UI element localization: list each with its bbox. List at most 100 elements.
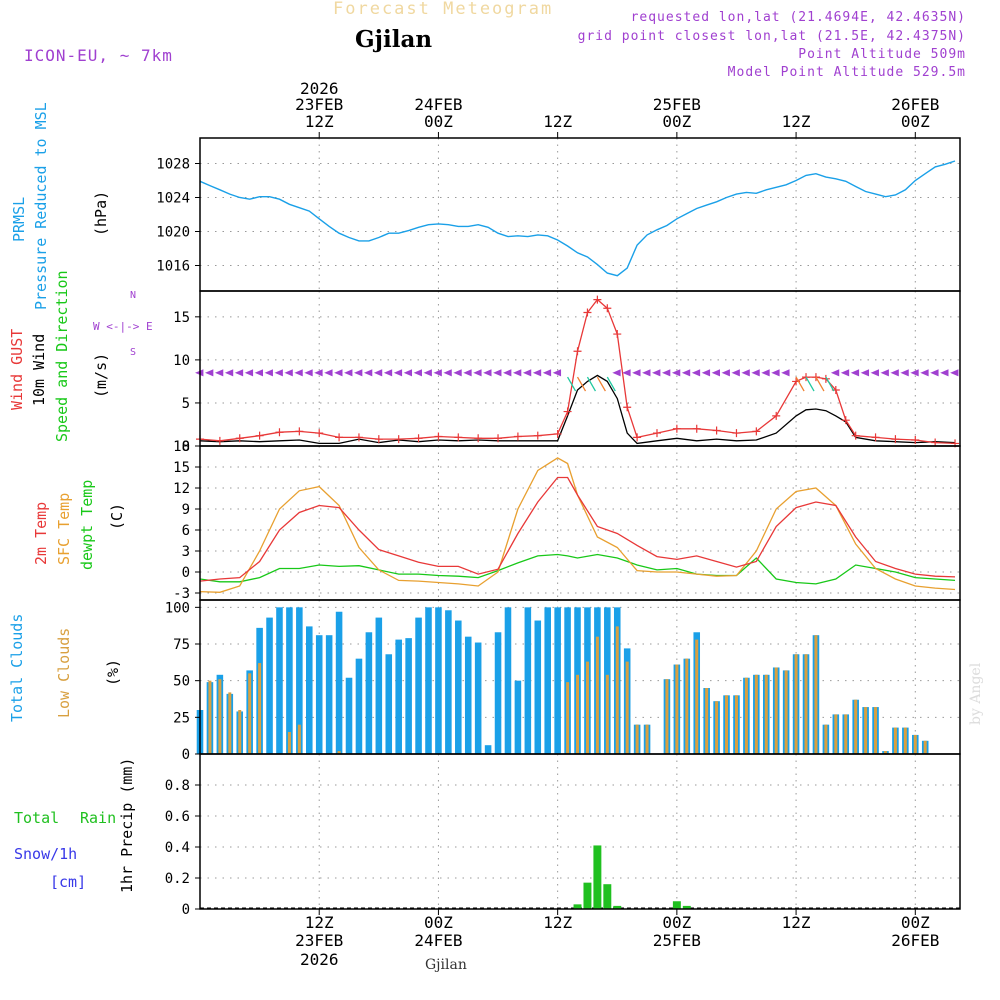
total-cloud-bar: [365, 632, 373, 754]
wind-direction-arrow: [334, 369, 343, 377]
low-cloud-bar: [566, 682, 570, 754]
gust-point: [573, 347, 582, 356]
gust-point: [712, 426, 721, 435]
gust-point: [374, 435, 383, 444]
gust-point: [802, 373, 811, 382]
wind-direction-arrow: [224, 369, 234, 377]
wind-direction-arrow: [433, 369, 442, 377]
y-tick-label: 0: [182, 439, 190, 455]
x-top-date: 23FEB: [295, 95, 343, 114]
total-cloud-bar: [484, 745, 492, 754]
gust-point: [821, 374, 830, 383]
y-tick-label: 3: [182, 544, 190, 560]
rain-bar: [573, 904, 582, 909]
total-cloud-bar: [554, 607, 561, 754]
low-cloud-bar: [725, 695, 729, 754]
total-cloud-bar: [504, 607, 512, 754]
low-cloud-bar: [814, 635, 818, 754]
wind-direction-arrow: [542, 369, 552, 377]
wind-direction-arrow: [493, 369, 502, 377]
wind-direction-arrow: [294, 369, 303, 377]
x-top-date: 26FEB: [891, 95, 939, 114]
wind-direction-arrow: [642, 369, 651, 377]
dewpt-series-line: [199, 553, 956, 585]
low-cloud-bar: [595, 636, 599, 754]
y-tick-label: 0: [182, 747, 190, 763]
low-cloud-bar: [874, 707, 878, 754]
wind-direction-arrow: [761, 369, 770, 377]
wind-direction-arrow: [234, 369, 244, 377]
gust-point: [414, 434, 423, 443]
gust-point: [931, 438, 940, 447]
low-cloud-bar: [248, 673, 252, 754]
rain-bar: [672, 901, 681, 909]
y-tick-label: 12: [173, 481, 190, 497]
prmsl-series-line: [199, 160, 956, 277]
wind-direction-arrow: [721, 369, 730, 377]
x-bottom-year: 2026: [300, 950, 339, 969]
low-cloud-bar: [864, 707, 868, 754]
wind-direction-arrow: [373, 369, 383, 377]
gust-point: [613, 330, 622, 339]
wind-direction-arrow: [910, 369, 919, 377]
x-bottom-date: 23FEB: [295, 931, 343, 950]
y-tick-label: 1024: [156, 191, 190, 207]
gust-point: [255, 431, 264, 440]
low-cloud-bar: [794, 654, 798, 754]
y-tick-label: 9: [182, 502, 190, 518]
gust-point: [474, 434, 483, 443]
total-cloud-bar: [335, 611, 343, 754]
gust-point: [394, 435, 403, 444]
total-cloud-bar: [375, 617, 383, 754]
x-top-hour: 12Z: [782, 112, 811, 131]
x-top-hour: 12Z: [543, 112, 572, 131]
gust-point: [454, 433, 463, 442]
total-cloud-bar: [266, 617, 273, 754]
y-tick-label: 0.8: [165, 778, 190, 794]
low-cloud-bar: [804, 654, 808, 754]
gust-point: [434, 432, 443, 441]
wind-direction-arrow: [870, 369, 879, 377]
gust-point: [911, 435, 920, 444]
low-cloud-bar: [605, 674, 609, 754]
requested-coords: requested lon,lat (21.4694E, 42.4635N): [630, 10, 966, 25]
wind-direction-arrow: [701, 369, 711, 377]
low-cloud-bar: [774, 667, 778, 754]
wind-direction-arrow: [950, 369, 959, 377]
wind-direction-arrow: [512, 369, 522, 377]
panel-frame-5: [199, 753, 961, 910]
wind-series-line: [199, 374, 956, 445]
total-cloud-bar: [395, 639, 402, 754]
gust-point: [295, 427, 304, 436]
total-cloud-bar: [494, 632, 502, 754]
y-tick-label: 15: [173, 460, 190, 476]
y-tick-label: 0: [182, 565, 190, 581]
total-cloud-bar: [544, 607, 551, 754]
low-cloud-bar: [744, 677, 748, 754]
wind-direction-arrow: [522, 369, 532, 377]
gust-point: [354, 433, 363, 442]
y-tick-label: 1016: [156, 259, 190, 275]
x-bottom-hour: 00Z: [901, 913, 930, 932]
location-title: Gjilan: [355, 26, 433, 53]
x-bottom-hour: 00Z: [662, 913, 691, 932]
low-cloud-bar: [218, 679, 222, 754]
x-bottom-hour: 12Z: [782, 913, 811, 932]
x-bottom-date: 25FEB: [653, 931, 701, 950]
wind-direction-arrow: [214, 369, 224, 377]
low-cloud-bar: [884, 751, 887, 754]
low-cloud-bar: [576, 674, 580, 754]
x-top-year: 2026: [300, 79, 339, 98]
gust-point: [871, 433, 880, 442]
wind-direction-arrow: [612, 369, 621, 377]
total-cloud-bar: [445, 610, 452, 754]
gust-point: [215, 436, 224, 445]
y-tick-label: 100: [165, 600, 190, 616]
wind-direction-arrow: [632, 369, 641, 377]
wind-direction-arrow: [691, 369, 701, 377]
rain-bar: [613, 905, 622, 909]
compass-n: N: [130, 290, 137, 301]
rain-bar: [603, 884, 612, 909]
gust-point: [533, 431, 542, 440]
wind-direction-arrow: [830, 369, 840, 377]
